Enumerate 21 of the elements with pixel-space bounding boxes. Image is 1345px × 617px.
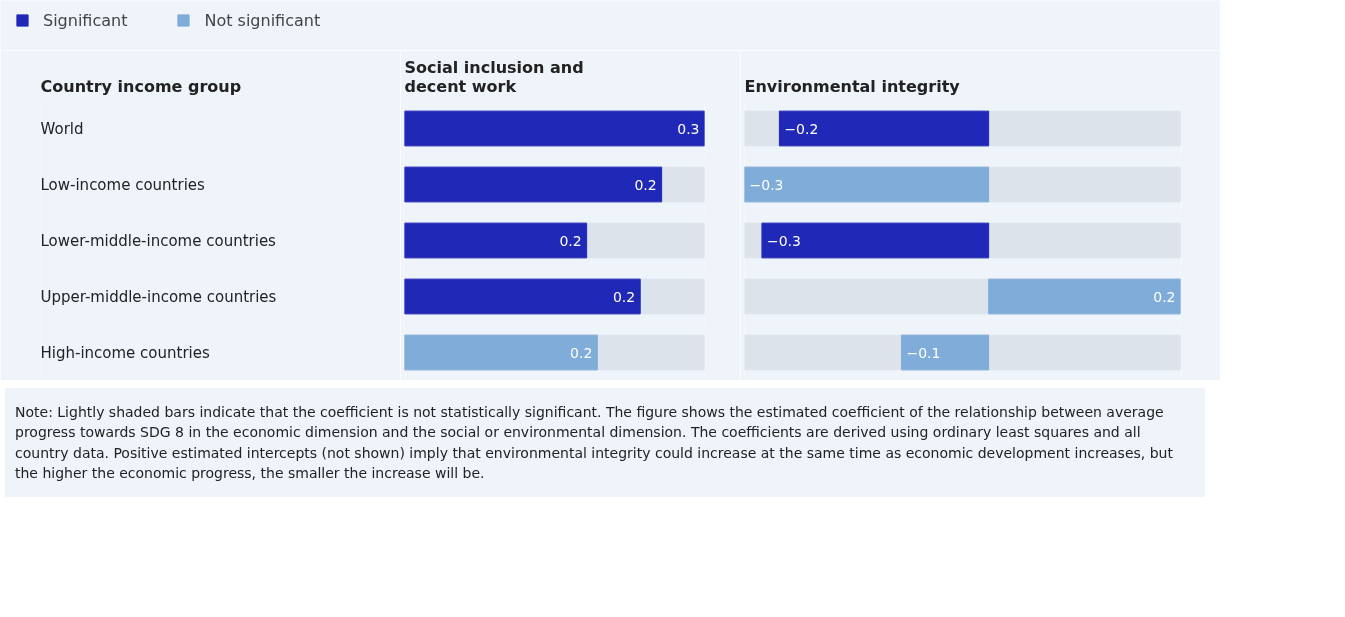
y-axis-title: Country income group bbox=[40, 76, 242, 96]
y-tick-label: Lower-middle-income countries bbox=[40, 231, 277, 250]
y-tick-label: Upper-middle-income countries bbox=[40, 287, 277, 306]
data-label: 0.2 bbox=[612, 288, 636, 305]
chart-title: Environmental integrity bbox=[744, 76, 961, 96]
data-label: 0.2 bbox=[570, 344, 593, 361]
data-label: −0.2 bbox=[784, 120, 819, 137]
chart-title: Social inclusion and decent work bbox=[404, 57, 584, 96]
y-tick-label: High-income countries bbox=[40, 343, 210, 362]
data-label: 0.2 bbox=[634, 176, 657, 193]
data-label: 0.3 bbox=[677, 120, 700, 137]
data-label: 0.2 bbox=[1153, 288, 1176, 305]
y-tick-label: World bbox=[40, 119, 84, 138]
legend-label: Significant bbox=[43, 10, 128, 30]
text: Note: Lightly shaded bars indicate that the coefficient is not statistically significant. The figure shows the estimated coefficient of the relationship between average progress towards SDG 8 in the economic dimension and the social or environmental dimension. The coefficients are derived using ordinary least squares and all country data. Positive estimated intercepts (not shown) imply that environmental integrity could increase at the same time as economic development increases, but the higher the economic progress, the smaller the increase will be. bbox=[15, 403, 1174, 483]
legend-label: Not significant bbox=[204, 10, 321, 30]
y-tick-label: Low-income countries bbox=[40, 175, 206, 194]
data-label: −0.1 bbox=[906, 344, 941, 361]
data-label: −0.3 bbox=[766, 232, 801, 249]
data-label: −0.3 bbox=[749, 176, 784, 193]
data-label: 0.2 bbox=[559, 232, 582, 249]
